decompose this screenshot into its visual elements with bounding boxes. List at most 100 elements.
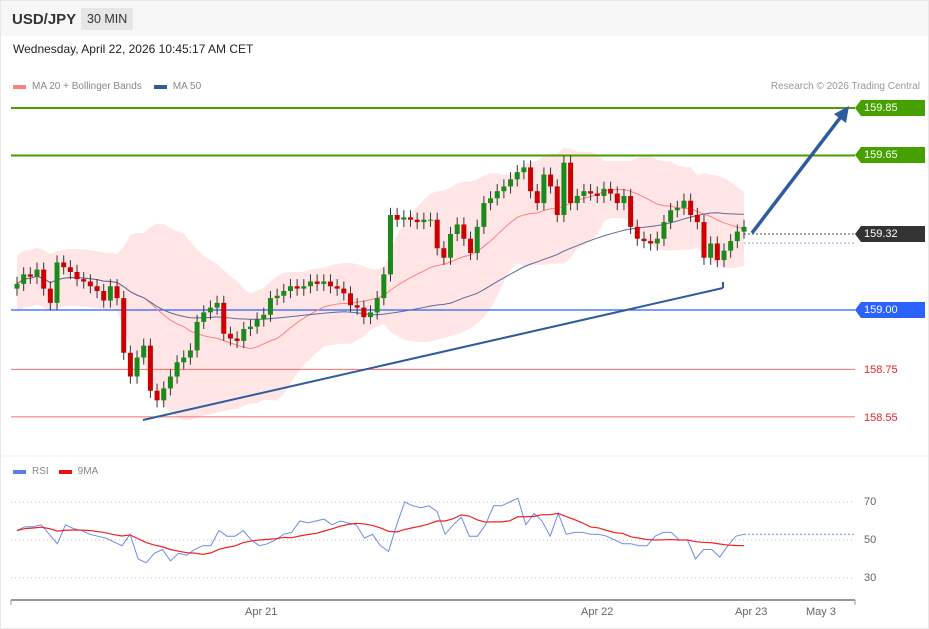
candle-body — [327, 281, 333, 287]
legend-ma20: MA 20 + Bollinger Bands — [32, 81, 142, 92]
candle-body — [461, 224, 467, 239]
candle-body — [388, 214, 394, 275]
rsi-tick-50: 50 — [864, 534, 877, 546]
forecast-arrow-line — [750, 116, 842, 235]
candle-body — [614, 193, 620, 204]
candle-body — [141, 345, 147, 358]
candle-body — [367, 312, 373, 318]
candle-body — [588, 191, 594, 194]
level-label-158-75: 158.75 — [864, 364, 898, 376]
candle-body — [701, 222, 707, 258]
candle-body — [674, 207, 680, 211]
current-price-label: 159.32 — [855, 226, 925, 242]
candle-body — [114, 286, 120, 299]
candle-body — [234, 338, 240, 341]
candle-body — [541, 174, 547, 204]
candle-body — [274, 295, 280, 299]
x-label-apr23: Apr 23 — [735, 606, 768, 618]
rsi-legend: RSI 9MA — [13, 466, 98, 477]
candle-body — [528, 167, 534, 192]
candle-body — [468, 238, 474, 253]
timeframe-button[interactable]: 30 MIN — [81, 8, 134, 30]
level-label-159-65: 159.65 — [855, 147, 925, 163]
level-label-159-00: 159.00 — [855, 302, 925, 318]
candle-body — [41, 269, 47, 289]
candle-body — [548, 174, 554, 187]
candle-body — [441, 248, 447, 258]
candle-body — [67, 267, 73, 272]
candle-body — [521, 167, 527, 173]
candle-body — [741, 226, 747, 232]
candle-body — [307, 281, 313, 287]
level-label-159-85: 159.85 — [855, 100, 925, 116]
candle-body — [154, 390, 160, 401]
candle-body — [147, 345, 153, 391]
candle-body — [161, 388, 167, 401]
candle-body — [514, 172, 520, 180]
candle-body — [227, 333, 233, 339]
candle-body — [207, 307, 213, 313]
candle-body — [634, 226, 640, 239]
ma9-swatch-icon — [58, 469, 72, 474]
candle-body — [334, 286, 340, 289]
candle-body — [734, 231, 740, 242]
candle-body — [708, 243, 714, 258]
candle-body — [74, 271, 80, 280]
candle-body — [501, 186, 507, 192]
candle-body — [721, 250, 727, 261]
candle-body — [341, 288, 347, 294]
candle-body — [254, 319, 260, 327]
candle-body — [688, 200, 694, 215]
candle-body — [214, 302, 220, 308]
rsi-tick-30: 30 — [864, 572, 877, 584]
candle-body — [648, 241, 654, 244]
rsi-line — [16, 497, 745, 564]
header-bar: USD/JPY 30 MIN — [1, 1, 928, 36]
candle-body — [14, 283, 20, 289]
candle-body — [428, 219, 434, 221]
candle-body — [554, 186, 560, 215]
candle-body — [394, 214, 400, 220]
candle-body — [628, 195, 634, 227]
candle-body — [54, 262, 60, 303]
rsi-swatch-icon — [13, 469, 26, 474]
symbol-title: USD/JPY — [12, 11, 77, 28]
candle-body — [347, 293, 353, 306]
candle-body — [127, 352, 133, 377]
candle-body — [241, 329, 247, 341]
rsi-tick-70: 70 — [864, 496, 877, 508]
ma20-swatch-icon — [13, 84, 26, 89]
candle-body — [34, 269, 40, 277]
x-label-may3: May 3 — [806, 606, 836, 618]
candle-body — [94, 286, 100, 291]
candle-body — [594, 193, 600, 196]
candle-body — [381, 274, 387, 299]
candle-body — [561, 162, 567, 215]
candle-body — [481, 203, 487, 227]
bollinger-band — [17, 147, 744, 420]
ma50-line — [16, 212, 745, 320]
candle-body — [174, 362, 180, 377]
candle-body — [621, 195, 627, 204]
candle-body — [167, 376, 173, 389]
candle-body — [488, 198, 494, 204]
candle-body — [107, 286, 113, 301]
candle-body — [508, 179, 514, 187]
candle-body — [401, 217, 407, 220]
candle-body — [87, 281, 93, 287]
candle-body — [187, 350, 193, 358]
candle-body — [121, 298, 127, 353]
candle-body — [641, 238, 647, 242]
candle-body — [47, 288, 53, 303]
candle-body — [27, 274, 33, 277]
ma50-swatch-icon — [153, 84, 167, 89]
forecast-arrow-head-icon — [834, 106, 849, 123]
candle-body — [434, 219, 440, 249]
candle-body — [194, 321, 200, 351]
candle-body — [601, 188, 607, 196]
candle-body — [714, 243, 720, 261]
legend-rsi: RSI — [32, 466, 49, 477]
candle-body — [261, 314, 267, 320]
candle-body — [448, 233, 454, 258]
